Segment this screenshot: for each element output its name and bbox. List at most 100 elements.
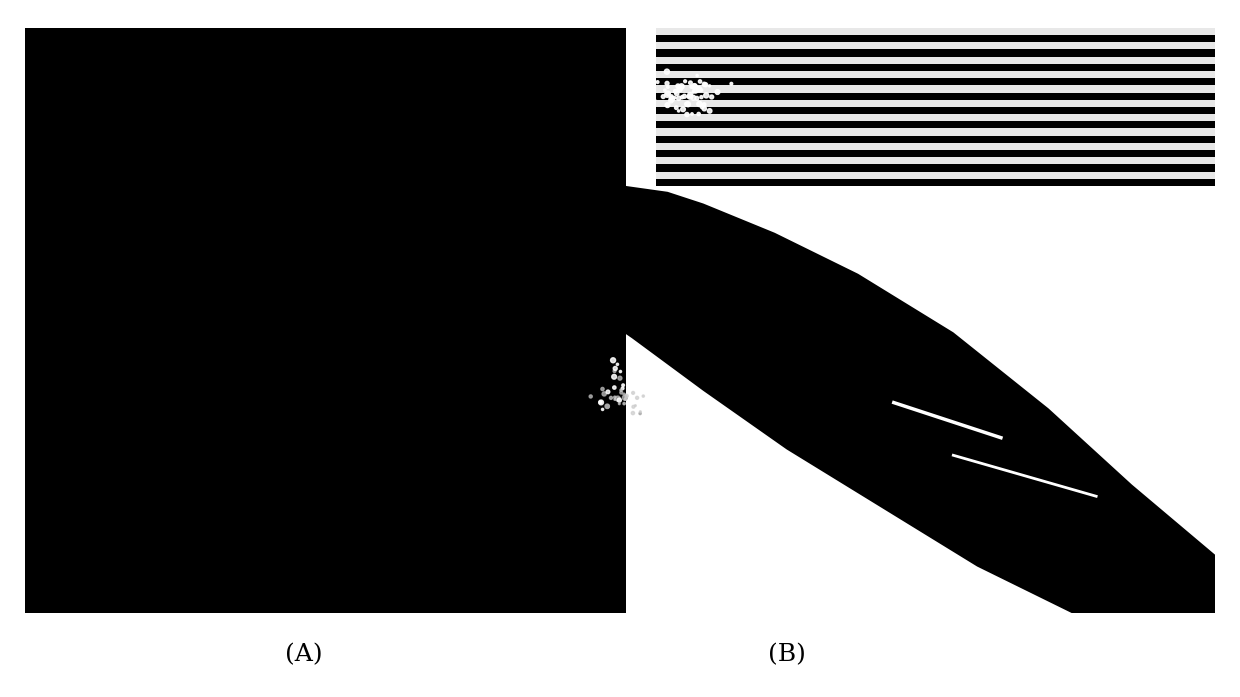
Point — [668, 80, 688, 91]
Point — [601, 392, 621, 404]
Point — [608, 359, 627, 370]
Bar — [656, 85, 1215, 93]
Point — [629, 375, 649, 386]
Point — [683, 92, 703, 103]
Bar — [656, 128, 1215, 136]
Bar — [656, 100, 1215, 107]
Point — [665, 92, 684, 103]
Point — [624, 401, 644, 413]
Bar — [656, 136, 1215, 143]
Point — [611, 385, 631, 396]
Point — [605, 394, 625, 405]
Point — [681, 77, 701, 89]
Point — [657, 100, 677, 111]
Point — [699, 80, 719, 91]
Point — [630, 406, 650, 418]
Point — [598, 401, 618, 412]
Point — [630, 408, 650, 419]
Polygon shape — [25, 28, 1215, 613]
Point — [609, 398, 629, 409]
Point — [699, 105, 719, 116]
Bar — [25, 28, 626, 613]
Bar — [656, 107, 1215, 114]
Point — [689, 98, 709, 109]
Point — [593, 404, 613, 415]
Point — [605, 363, 625, 374]
Bar — [656, 64, 1215, 71]
Point — [687, 70, 707, 81]
Point — [580, 391, 600, 402]
Point — [657, 89, 677, 100]
Point — [627, 392, 647, 404]
Point — [634, 77, 653, 89]
Bar — [656, 114, 1215, 121]
Point — [681, 89, 701, 100]
Point — [658, 82, 678, 93]
Point — [666, 102, 686, 113]
Point — [689, 84, 709, 95]
Point — [625, 400, 645, 411]
Point — [594, 388, 614, 399]
Point — [624, 388, 644, 399]
Point — [647, 77, 667, 88]
Bar — [656, 93, 1215, 100]
Point — [610, 366, 630, 377]
Point — [631, 395, 651, 406]
Point — [673, 104, 693, 115]
Point — [634, 390, 653, 401]
Bar — [656, 35, 1215, 43]
Point — [708, 86, 728, 98]
Point — [624, 399, 644, 410]
Point — [657, 66, 677, 77]
Point — [614, 398, 634, 409]
Point — [662, 93, 682, 105]
Point — [682, 81, 702, 92]
Point — [694, 103, 714, 114]
Point — [603, 355, 622, 366]
Point — [677, 98, 697, 109]
Point — [670, 84, 689, 95]
Point — [658, 88, 678, 99]
Bar — [656, 121, 1215, 128]
Point — [614, 380, 634, 391]
Bar — [656, 78, 1215, 85]
Point — [694, 79, 714, 90]
Point — [722, 78, 742, 89]
Bar — [656, 158, 1215, 164]
Point — [635, 383, 655, 394]
Bar — [656, 178, 1215, 186]
Point — [590, 397, 610, 408]
Point — [615, 394, 635, 405]
Point — [684, 81, 704, 92]
Point — [598, 386, 618, 397]
Bar — [656, 28, 1215, 35]
Point — [691, 76, 711, 87]
Point — [593, 383, 613, 395]
Bar — [656, 143, 1215, 150]
Point — [688, 109, 708, 120]
Point — [613, 383, 632, 394]
Bar — [656, 56, 1215, 64]
Point — [686, 85, 706, 96]
Point — [614, 389, 634, 400]
Point — [667, 88, 687, 99]
Point — [657, 78, 677, 89]
Point — [626, 387, 646, 398]
Point — [609, 395, 629, 406]
Point — [675, 91, 694, 102]
Point — [666, 86, 686, 97]
Point — [634, 384, 653, 395]
Point — [616, 392, 636, 404]
Point — [683, 86, 703, 98]
Bar — [656, 164, 1215, 171]
Point — [619, 392, 639, 403]
Point — [687, 93, 707, 104]
Point — [605, 365, 625, 376]
Point — [611, 387, 631, 398]
Point — [668, 93, 688, 104]
Point — [591, 397, 611, 408]
Point — [632, 388, 652, 399]
Point — [692, 84, 712, 95]
Point — [681, 91, 701, 102]
Text: (A): (A) — [285, 644, 322, 666]
